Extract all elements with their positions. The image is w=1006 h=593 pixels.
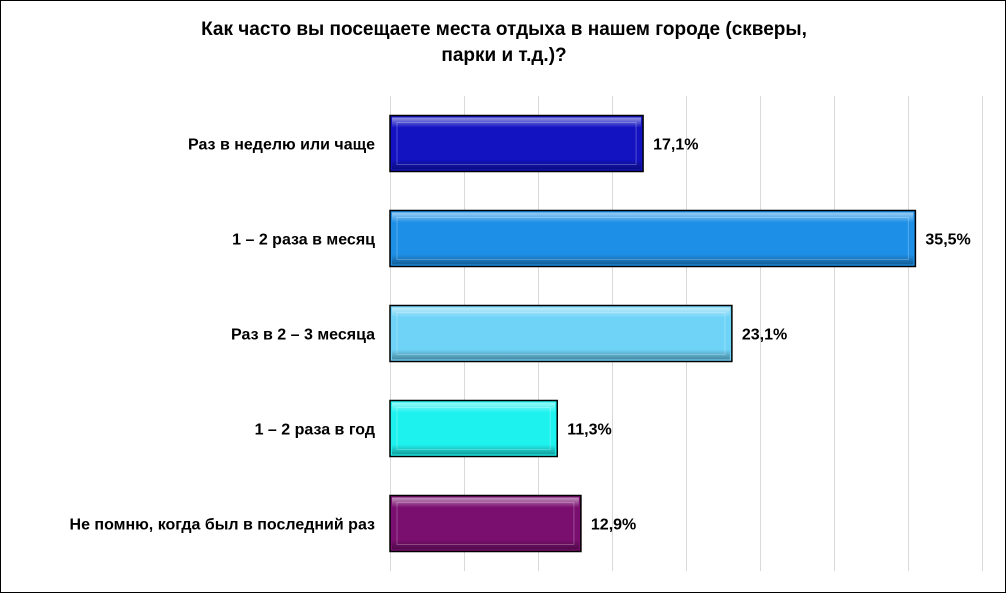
chart-title-line-2: парки и т.д.)? — [441, 45, 567, 66]
bar-bevel-bottom — [392, 444, 556, 455]
bar — [389, 114, 644, 173]
category-label: Не помню, когда был в последний раз — [70, 517, 376, 534]
category-label: 1 – 2 раза в месяц — [232, 232, 375, 249]
bar-inner-edge — [396, 312, 726, 355]
category-label: Раз в неделю или чаще — [188, 137, 375, 154]
data-label: 17,1% — [653, 137, 698, 154]
bar-inner-edge — [396, 122, 637, 165]
chart-title-line-1: Как часто вы посещаете места отдыха в на… — [201, 19, 807, 40]
data-label: 12,9% — [591, 517, 636, 534]
labels: Раз в неделю или чаще 17,1% 1 – 2 раза в м… — [70, 137, 971, 534]
category-label: 1 – 2 раза в год — [255, 422, 375, 439]
bar-bevel-top — [392, 117, 642, 128]
bar-inner-edge — [396, 407, 551, 450]
bar-bevel-bottom — [392, 159, 642, 170]
bar-bevel-top — [392, 402, 556, 413]
bar — [389, 494, 582, 553]
bar-bevel-bottom — [392, 539, 579, 550]
bar-bevel-top — [392, 307, 730, 318]
bars — [389, 114, 917, 553]
bar — [389, 304, 733, 363]
category-label: Раз в 2 – 3 месяца — [231, 327, 375, 344]
chart-title: Как часто вы посещаете места отдыха в на… — [101, 17, 907, 69]
bar-bevel-top — [392, 497, 579, 508]
bar-bevel-bottom — [392, 349, 730, 360]
bar-bevel-bottom — [392, 254, 914, 265]
data-label: 23,1% — [742, 327, 787, 344]
bar — [389, 209, 917, 268]
bar-bevel-top — [392, 212, 914, 223]
bar — [389, 399, 558, 458]
bar-inner-edge — [396, 217, 909, 260]
data-label: 35,5% — [925, 232, 970, 249]
bar-inner-edge — [396, 502, 575, 545]
data-label: 11,3% — [567, 422, 611, 439]
